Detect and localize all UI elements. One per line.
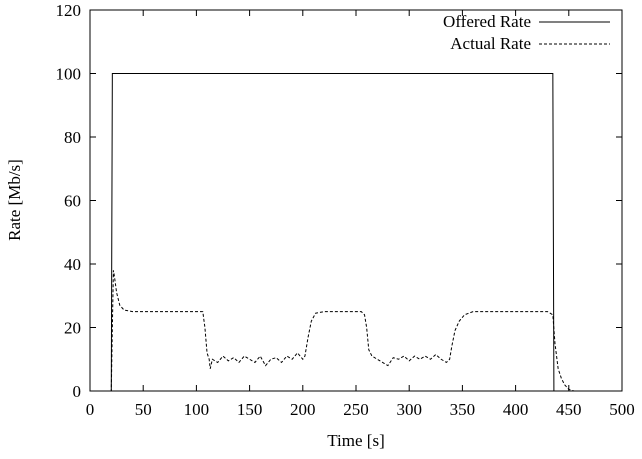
actual-rate-line	[90, 270, 591, 392]
x-tick-label: 0	[86, 400, 95, 419]
x-tick-label: 150	[237, 400, 263, 419]
plot-frame	[89, 9, 623, 392]
y-tick-label: 60	[64, 192, 81, 211]
x-tick-label: 50	[135, 400, 152, 419]
y-tick-label: 100	[56, 65, 82, 84]
x-axis-label: Time [s]	[327, 431, 384, 450]
legend-actual-label: Actual Rate	[450, 34, 531, 53]
y-axis-ticks: 0 20 40 60 80 100 120	[56, 1, 622, 401]
x-tick-label: 450	[556, 400, 582, 419]
x-axis-ticks: 0 50 100 150 200 250 300 350 400 450 500	[86, 10, 635, 419]
offered-rate-line	[90, 73, 591, 392]
y-tick-label: 20	[64, 319, 81, 338]
y-tick-label: 0	[73, 382, 82, 401]
x-tick-label: 250	[343, 400, 369, 419]
y-tick-label: 40	[64, 255, 81, 274]
legend-offered-label: Offered Rate	[443, 12, 531, 31]
y-axis-label: Rate [Mb/s]	[5, 159, 24, 241]
legend: Offered Rate Actual Rate	[443, 12, 610, 53]
x-tick-label: 300	[396, 400, 422, 419]
x-tick-label: 400	[503, 400, 529, 419]
x-tick-label: 200	[290, 400, 316, 419]
x-tick-label: 350	[450, 400, 476, 419]
x-tick-label: 500	[609, 400, 635, 419]
y-tick-label: 120	[56, 1, 82, 20]
x-tick-label: 100	[184, 400, 210, 419]
y-tick-label: 80	[64, 128, 81, 147]
